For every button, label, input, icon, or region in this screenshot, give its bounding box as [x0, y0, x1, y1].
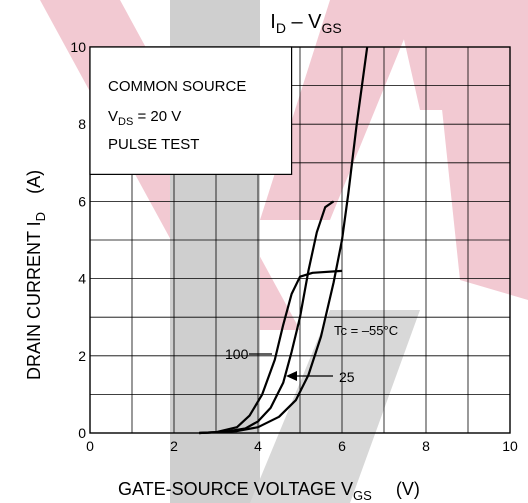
x-tick-label: 8	[422, 438, 430, 454]
y-tick-label: 4	[78, 271, 86, 287]
chart-title-main: I	[270, 11, 276, 33]
chart-title-sub2: GS	[322, 20, 342, 36]
curve-series-0	[199, 46, 369, 435]
curve-series-2	[199, 269, 343, 435]
y-tick-label: 0	[78, 425, 86, 441]
annotation-25-arrowhead	[286, 371, 297, 381]
y-tick-label: 10	[70, 39, 86, 55]
x-tick-label: 0	[86, 438, 94, 454]
x-axis-unit: (V)	[396, 479, 420, 499]
chart-title-rest: – V	[286, 11, 322, 33]
chart-title: ID – VGS	[270, 11, 342, 36]
annotations: Tc = –55°C 25 100	[225, 323, 398, 385]
conditions-box-frame	[89, 46, 293, 175]
condition-common-source: COMMON SOURCE	[108, 78, 246, 95]
annotation-tc: Tc = –55°C	[334, 323, 398, 338]
y-tick-label: 2	[78, 348, 86, 364]
chart-title-sub: D	[276, 20, 286, 36]
y-tick-label: 8	[78, 116, 86, 132]
y-axis-unit: (A)	[24, 170, 44, 194]
annotation-25: 25	[339, 369, 355, 385]
y-axis-label: DRAIN CURRENT ID(A)	[24, 170, 48, 380]
x-axis-label: GATE-SOURCE VOLTAGE VGS (V)	[118, 479, 420, 503]
x-tick-label: 4	[254, 438, 262, 454]
curves	[199, 46, 369, 435]
x-tick-label: 10	[502, 438, 518, 454]
condition-pulse-test: PULSE TEST	[108, 136, 199, 153]
y-tick-label: 6	[78, 193, 86, 209]
conditions-box: COMMON SOURCE VDS = 20 V PULSE TEST	[89, 46, 293, 175]
annotation-100: 100	[225, 346, 249, 362]
condition-vds: VDS = 20 V	[108, 108, 181, 128]
x-tick-label: 2	[170, 438, 178, 454]
curve-series-1	[199, 200, 335, 435]
x-tick-label: 6	[338, 438, 346, 454]
